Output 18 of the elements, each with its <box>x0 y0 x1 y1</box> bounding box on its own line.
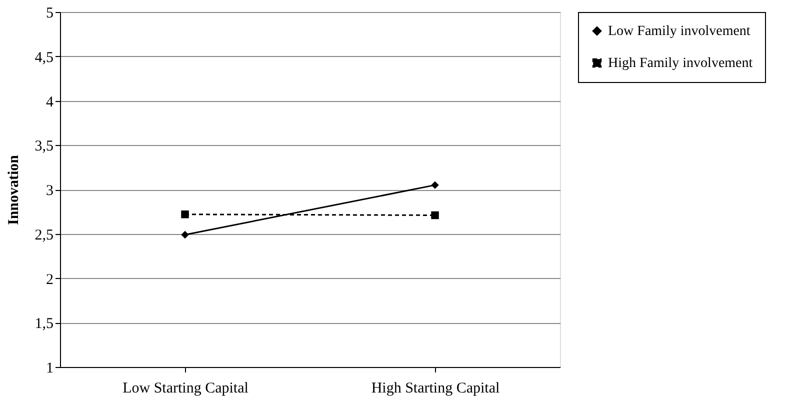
x-tick-label: High Starting Capital <box>371 380 500 396</box>
y-tick-label: 1,5 <box>34 316 54 332</box>
y-tick-label: 2 <box>46 272 54 288</box>
y-tick-label: 5 <box>46 6 54 22</box>
y-tick-label: 4 <box>46 94 54 110</box>
x-tick-label: Low Starting Capital <box>122 380 248 396</box>
y-tick-label: 2,5 <box>34 227 54 244</box>
point <box>431 211 439 220</box>
legend-label: Low Family involvement <box>608 24 750 39</box>
point <box>431 181 439 189</box>
point <box>181 230 189 239</box>
y-tick-label: 3 <box>46 183 54 199</box>
legend-label: High Family involvement <box>608 56 753 71</box>
y-tick-label: 3,5 <box>34 138 54 155</box>
y-tick-label: 1 <box>46 360 54 376</box>
y-axis-title: Innovation <box>6 154 22 226</box>
y-tick-label: 4,5 <box>34 50 54 66</box>
point <box>181 210 189 218</box>
